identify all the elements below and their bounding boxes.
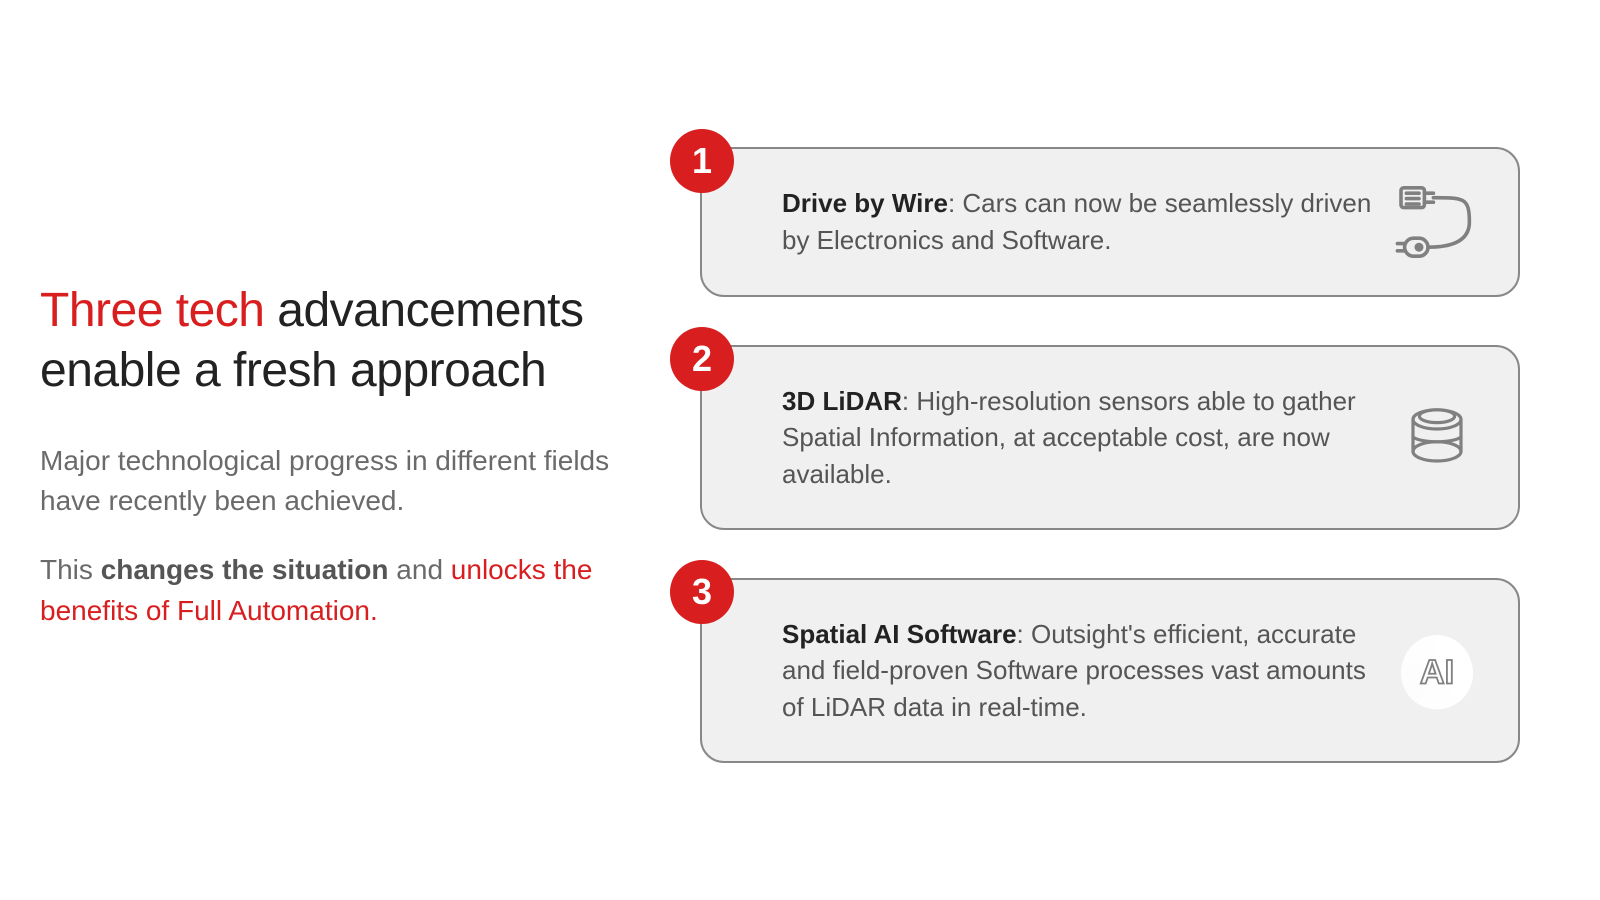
lidar-sensor-icon: [1392, 392, 1482, 482]
card-2: 2 3D LiDAR: High-resolution sensors able…: [700, 345, 1520, 530]
slide-container: Three tech advancements enable a fresh a…: [0, 0, 1600, 900]
card-1-text: Drive by Wire: Cars can now be seamlessl…: [782, 185, 1378, 258]
badge-2: 2: [670, 327, 734, 391]
wire-plug-icon: [1392, 177, 1482, 267]
card-1-title: Drive by Wire: [782, 188, 948, 218]
paragraph-2-middle: and: [389, 554, 451, 585]
card-3: 3 Spatial AI Software: Outsight's effici…: [700, 578, 1520, 763]
right-column: 1 Drive by Wire: Cars can now be seamles…: [700, 137, 1520, 763]
card-2-title: 3D LiDAR: [782, 386, 902, 416]
paragraph-2-bold: changes the situation: [101, 554, 389, 585]
main-heading: Three tech advancements enable a fresh a…: [40, 281, 640, 401]
left-column: Three tech advancements enable a fresh a…: [40, 241, 640, 659]
card-3-text: Spatial AI Software: Outsight's efficien…: [782, 616, 1378, 725]
paragraph-2: This changes the situation and unlocks t…: [40, 550, 640, 631]
paragraph-1: Major technological progress in differen…: [40, 441, 640, 522]
card-1: 1 Drive by Wire: Cars can now be seamles…: [700, 147, 1520, 297]
card-3-title: Spatial AI Software: [782, 619, 1017, 649]
paragraph-1-text: Major technological progress in differen…: [40, 445, 609, 517]
ai-icon: AI: [1392, 626, 1482, 716]
card-2-text: 3D LiDAR: High-resolution sensors able t…: [782, 383, 1378, 492]
heading-accent-text: Three tech: [40, 284, 264, 337]
badge-3: 3: [670, 560, 734, 624]
paragraph-2-prefix: This: [40, 554, 101, 585]
badge-1: 1: [670, 129, 734, 193]
svg-text:AI: AI: [1420, 653, 1454, 691]
